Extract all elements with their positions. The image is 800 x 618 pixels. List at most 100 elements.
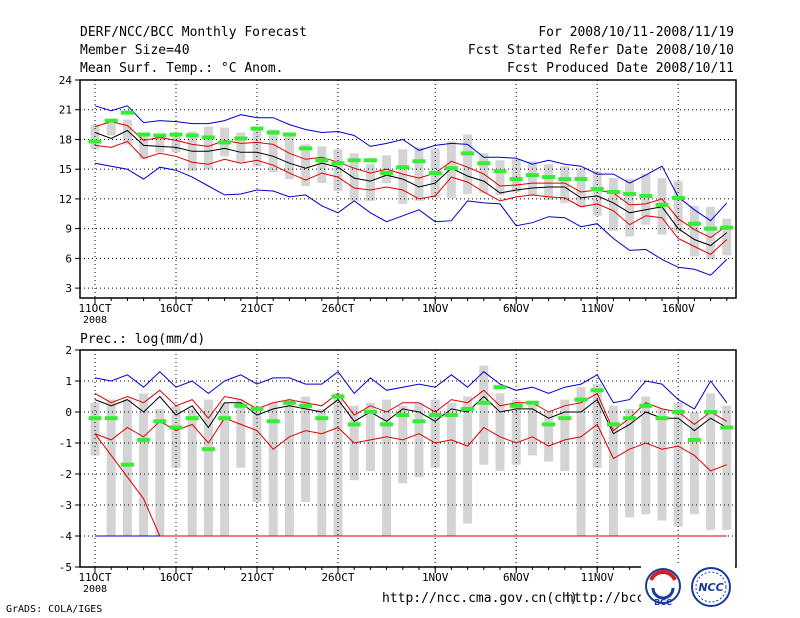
prec-marker-day-29 xyxy=(542,422,556,427)
temp-spread-bar-day-13 xyxy=(284,134,294,180)
prec-lower-line xyxy=(94,417,727,472)
prec-spread-bar-day-31 xyxy=(576,387,586,536)
temp-spread-bar-day-3 xyxy=(122,119,132,145)
temp-marker-day-17 xyxy=(347,158,361,163)
prec-marker-day-15 xyxy=(315,416,329,421)
bcc-logo-icon: BCC xyxy=(645,568,681,607)
temp-marker-day-31 xyxy=(574,177,588,182)
prec-marker-day-25 xyxy=(477,400,491,405)
temp-spread-bar-day-27 xyxy=(511,159,521,192)
prec-ytick-label-0: 0 xyxy=(65,406,72,419)
prec-spread-bar-day-10 xyxy=(236,399,246,468)
temp-marker-day-26 xyxy=(493,169,507,174)
prec-marker-day-20 xyxy=(396,413,410,418)
prec-spread-bar-day-25 xyxy=(479,365,489,465)
prec-spread-bar-day-7 xyxy=(187,408,197,536)
temp-marker-day-40 xyxy=(720,225,734,230)
prec-xtick-label-11NOV: 11NOV xyxy=(581,571,614,584)
prec-spread-bar-day-8 xyxy=(203,399,213,536)
temp-marker-day-29 xyxy=(542,175,556,180)
temp-spread-bar-day-15 xyxy=(317,146,327,184)
prec-marker-day-16 xyxy=(331,394,345,399)
temp-marker-day-27 xyxy=(509,177,523,182)
prec-spread-bar-day-5 xyxy=(155,408,165,536)
prec-marker-day-18 xyxy=(363,410,377,414)
temp-spread-bar-day-35 xyxy=(641,174,651,225)
prec-spread-bar-day-27 xyxy=(511,399,521,465)
temp-marker-day-4 xyxy=(137,132,151,137)
prec-marker-day-24 xyxy=(461,406,475,411)
temp-marker-day-36 xyxy=(655,202,669,207)
prec-spread-bar-day-9 xyxy=(220,402,230,536)
temp-spread-bar-day-21 xyxy=(414,147,424,201)
prec-marker-day-23 xyxy=(444,413,458,418)
prec-marker-day-27 xyxy=(509,403,523,408)
prec-spread-bar-day-4 xyxy=(139,393,149,536)
temp-ytick-label-15: 15 xyxy=(59,163,72,176)
variable-label: Mean Surf. Temp.: °C Anom. xyxy=(80,61,284,76)
prec-marker-day-1 xyxy=(88,416,102,421)
prec-ytick-label--4: -4 xyxy=(59,530,73,543)
temp-upper-line xyxy=(94,121,728,239)
prec-marker-day-31 xyxy=(574,397,588,402)
temp-marker-day-21 xyxy=(412,159,426,164)
temp-xtick-label-6NOV: 6NOV xyxy=(503,302,530,315)
temp-marker-day-14 xyxy=(299,146,313,151)
prec-marker-day-11 xyxy=(250,406,264,411)
prec-marker-day-4 xyxy=(137,437,151,442)
prec-ytick-label--1: -1 xyxy=(59,437,72,450)
temp-ytick-label-21: 21 xyxy=(59,104,72,117)
prec-marker-day-6 xyxy=(169,425,183,430)
prec-marker-day-14 xyxy=(299,403,313,408)
prec-xtick-label-6NOV: 6NOV xyxy=(503,571,530,584)
temp-ytick-label-18: 18 xyxy=(59,133,72,146)
temp-marker-day-13 xyxy=(282,132,296,137)
temp-median-line xyxy=(94,129,728,247)
temp-spread-bar-day-25 xyxy=(479,153,489,193)
temp-marker-day-30 xyxy=(558,177,572,182)
prec-marker-day-30 xyxy=(558,416,572,421)
temp-marker-day-18 xyxy=(363,158,377,163)
prec-marker-day-40 xyxy=(720,425,734,430)
temp-spread-bar-day-16 xyxy=(333,149,343,191)
temp-spread-bar-day-14 xyxy=(301,144,311,187)
temp-xtick-label-16OCT: 16OCT xyxy=(159,302,192,315)
temp-xtick-label-1NOV: 1NOV xyxy=(422,302,449,315)
prec-spread-bar-day-12 xyxy=(268,402,278,536)
temp-spread-bar-day-33 xyxy=(608,178,618,231)
temp-spread-bar-day-10 xyxy=(236,132,246,163)
temp-marker-day-2 xyxy=(104,118,118,123)
temp-marker-day-12 xyxy=(266,130,280,135)
bcc-url-link[interactable]: http://bcc.c xyxy=(566,591,660,606)
temp-marker-day-22 xyxy=(428,171,442,176)
prec-ytick-label--2: -2 xyxy=(59,468,72,481)
prec-spread-bar-day-3 xyxy=(122,399,132,536)
temp-spread-bar-day-2 xyxy=(106,119,116,136)
temp-marker-day-16 xyxy=(331,161,345,166)
prec-xtick-label-26OCT: 26OCT xyxy=(321,571,354,584)
temp-marker-day-24 xyxy=(461,151,475,156)
temp-plot-frame xyxy=(79,79,737,299)
prec-spread-bar-day-11 xyxy=(252,405,262,502)
temp-max-line xyxy=(94,105,728,222)
ncc-logo-icon: NCC xyxy=(691,567,731,607)
prec-marker-day-10 xyxy=(234,403,248,408)
temp-xtick-sublabel-11OCT: 2008 xyxy=(83,315,107,326)
prec-marker-day-2 xyxy=(104,416,118,421)
ncc-url-link[interactable]: http://ncc.cma.gov.cn(ch) xyxy=(382,591,578,606)
header-left: DERF/NCC/BCC Monthly Forecast Member Siz… xyxy=(80,24,307,78)
temp-spread-bar-day-24 xyxy=(463,134,473,194)
temp-marker-day-8 xyxy=(201,135,215,140)
prec-xtick-label-16OCT: 16OCT xyxy=(159,571,192,584)
temp-marker-day-28 xyxy=(525,173,539,178)
prec-marker-day-12 xyxy=(266,419,280,424)
temp-min-line xyxy=(94,162,728,276)
prec-marker-day-8 xyxy=(201,447,215,452)
prec-spread-bar-day-24 xyxy=(463,396,473,524)
temp-ytick-label-24: 24 xyxy=(59,74,73,87)
header-right: For 2008/10/11-2008/11/19 Fcst Started R… xyxy=(468,24,734,78)
temp-ytick-label-9: 9 xyxy=(65,223,72,236)
prec-marker-day-19 xyxy=(380,422,394,427)
ncc-logo-text: NCC xyxy=(698,581,723,594)
temp-spread-bar-day-12 xyxy=(268,129,278,173)
